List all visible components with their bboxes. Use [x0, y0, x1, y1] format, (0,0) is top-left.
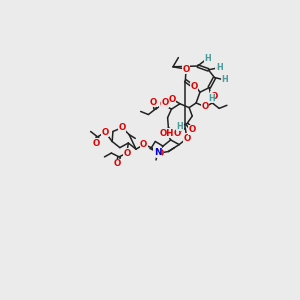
Text: O: O [159, 100, 167, 109]
Text: O: O [169, 94, 176, 103]
Text: H: H [216, 63, 223, 72]
Text: O: O [150, 98, 158, 107]
Text: H: H [208, 94, 215, 103]
Text: H: H [221, 75, 228, 84]
Text: O: O [162, 98, 169, 107]
Text: O: O [123, 148, 130, 158]
Text: O: O [102, 128, 109, 137]
Text: O: O [163, 128, 170, 137]
Text: H: H [177, 122, 183, 130]
Text: O: O [202, 102, 209, 111]
Text: O: O [118, 123, 126, 132]
Text: OH: OH [160, 128, 174, 137]
Text: O: O [173, 128, 181, 137]
Text: O: O [182, 64, 190, 74]
Text: O: O [114, 159, 121, 168]
Text: O: O [210, 92, 218, 100]
Text: O: O [189, 125, 196, 134]
Text: H: H [204, 54, 211, 63]
Text: O: O [183, 134, 190, 143]
Text: N: N [154, 148, 161, 157]
Text: O: O [92, 139, 100, 148]
Text: O: O [190, 82, 197, 91]
Text: O: O [140, 140, 147, 149]
Text: O: O [156, 148, 164, 158]
